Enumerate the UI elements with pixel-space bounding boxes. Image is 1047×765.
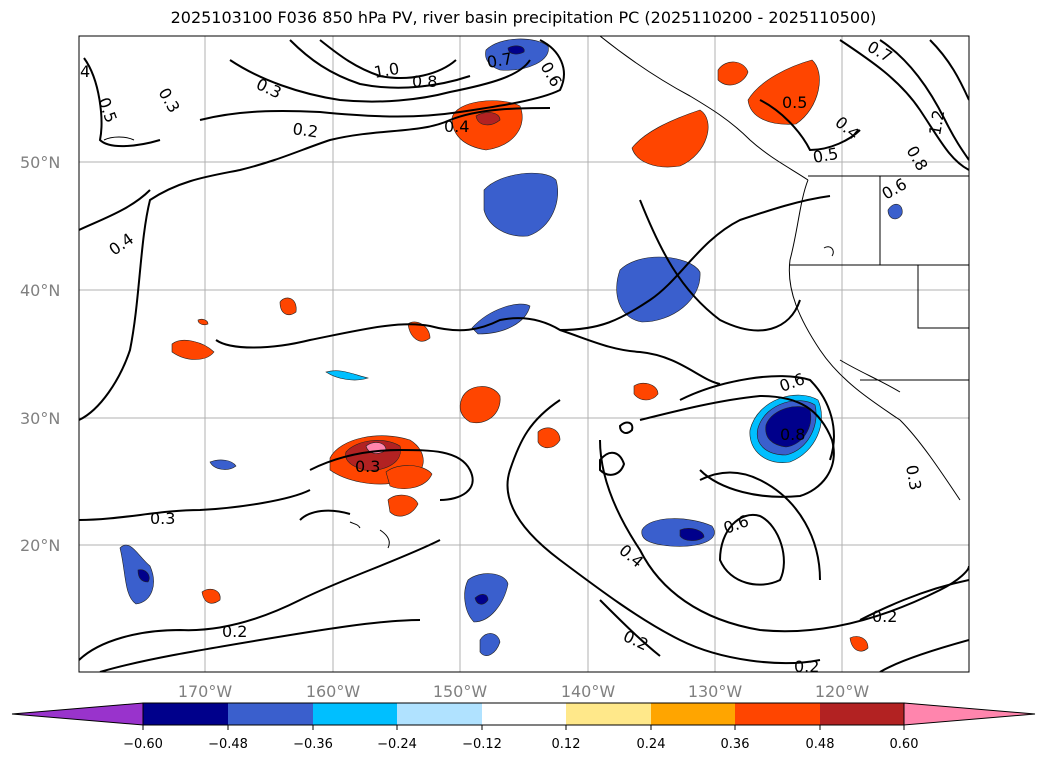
map-frame bbox=[78, 35, 970, 673]
contour-label: 0.2 bbox=[872, 607, 897, 626]
contour-label: 1.0 bbox=[372, 59, 400, 82]
contour-label: 0.2 bbox=[222, 622, 247, 641]
colorbar-swatch bbox=[820, 703, 904, 725]
precip-blob-blue bbox=[119, 544, 154, 605]
colorbar-extend-low bbox=[11, 702, 144, 726]
lon-label-120W: 120°W bbox=[815, 682, 870, 701]
precip-blob-orange bbox=[171, 340, 215, 360]
precip-blob-orange bbox=[633, 382, 659, 401]
colorbar-label: 0.12 bbox=[552, 737, 581, 752]
latitude-labels: 50°N 40°N 30°N 20°N bbox=[20, 153, 60, 555]
precip-blob-orange bbox=[459, 386, 501, 424]
colorbar-swatch bbox=[482, 703, 566, 725]
precip-blob-orange bbox=[631, 109, 709, 168]
plot-area bbox=[79, 36, 969, 672]
colorbar-swatch bbox=[313, 703, 397, 725]
contour-label: 0.2 bbox=[291, 119, 319, 141]
colorbar-label: −0.36 bbox=[293, 737, 333, 752]
pv-contours bbox=[79, 39, 969, 672]
lon-label-160W: 160°W bbox=[306, 682, 361, 701]
colorbar-swatch bbox=[143, 703, 228, 725]
precip-blob-orange bbox=[849, 636, 869, 652]
precip-blob-orange bbox=[747, 59, 820, 125]
contour-label: 0.3 bbox=[902, 463, 925, 491]
longitude-labels: 170°W 160°W 150°W 140°W 130°W 120°W bbox=[178, 682, 870, 701]
colorbar-swatch bbox=[397, 703, 482, 725]
colorbar-label: −0.24 bbox=[377, 737, 417, 752]
contour-label: 0.4 bbox=[444, 117, 469, 136]
lon-label-150W: 150°W bbox=[433, 682, 488, 701]
precip-blob-red bbox=[345, 440, 401, 471]
contour-label: 1.2 bbox=[925, 108, 948, 136]
precip-blob-orange bbox=[197, 318, 209, 326]
precip-blob-darkblue bbox=[765, 406, 812, 448]
colorbar-label: 0.24 bbox=[637, 737, 666, 752]
lon-label-130W: 130°W bbox=[688, 682, 743, 701]
colorbar-swatch bbox=[566, 703, 651, 725]
lat-label-30N: 30°N bbox=[20, 409, 60, 428]
colorbar-swatch bbox=[735, 703, 820, 725]
lat-label-40N: 40°N bbox=[20, 281, 60, 300]
precip-blob-blue bbox=[887, 203, 903, 220]
lon-label-140W: 140°W bbox=[561, 682, 616, 701]
precip-blob-darkblue bbox=[137, 569, 150, 583]
colorbar-swatch bbox=[228, 703, 313, 725]
precip-blob-orange bbox=[279, 297, 297, 315]
colorbar: −0.60 −0.48 −0.36 −0.24 −0.12 0.12 0.24 … bbox=[11, 702, 1036, 752]
precip-blob-darkblue bbox=[507, 45, 525, 55]
precip-blob-orange bbox=[387, 494, 419, 517]
precip-blob-blue bbox=[483, 172, 558, 237]
precip-blob-orange bbox=[201, 588, 221, 604]
contour-label: 0.7 bbox=[485, 49, 513, 72]
precip-blob-blue bbox=[641, 518, 715, 547]
colorbar-extend-high bbox=[903, 702, 1036, 726]
precip-blob-darkblue bbox=[474, 594, 489, 605]
precip-blob-blue bbox=[209, 459, 237, 470]
contour-label: 4 bbox=[80, 62, 90, 81]
colorbar-label: −0.60 bbox=[123, 737, 163, 752]
colorbar-swatch bbox=[651, 703, 735, 725]
contour-label: 0.3 bbox=[355, 457, 380, 476]
precip-blob-blue bbox=[485, 38, 549, 71]
precip-blob-orange bbox=[717, 61, 749, 86]
colorbar-label: −0.48 bbox=[208, 737, 248, 752]
coastlines bbox=[103, 36, 969, 549]
colorbar-label: 0.48 bbox=[806, 737, 835, 752]
precip-blob-orange bbox=[385, 465, 433, 489]
precip-blob-orange bbox=[407, 321, 431, 342]
map-title: 2025103100 F036 850 hPa PV, river basin … bbox=[170, 8, 877, 27]
colorbar-label: 0.36 bbox=[721, 737, 750, 752]
precip-blob-blue bbox=[479, 633, 501, 656]
contour-label: 0.2 bbox=[794, 657, 819, 676]
precip-blob-orange bbox=[537, 427, 561, 449]
contour-label: 0.5 bbox=[782, 93, 807, 112]
precip-blob-darkblue bbox=[679, 528, 705, 541]
contour-label: 0.8 bbox=[412, 72, 437, 91]
lat-label-20N: 20°N bbox=[20, 536, 60, 555]
colorbar-label: 0.60 bbox=[890, 737, 919, 752]
precip-blob-blue bbox=[325, 370, 370, 381]
lon-label-170W: 170°W bbox=[178, 682, 233, 701]
lat-label-50N: 50°N bbox=[20, 153, 60, 172]
precip-blob-red bbox=[475, 112, 501, 126]
contour-label: 0.5 bbox=[811, 144, 839, 167]
colorbar-label: −0.12 bbox=[462, 737, 502, 752]
contour-label: 0.3 bbox=[150, 509, 175, 528]
contour-label: 0.8 bbox=[780, 425, 805, 444]
